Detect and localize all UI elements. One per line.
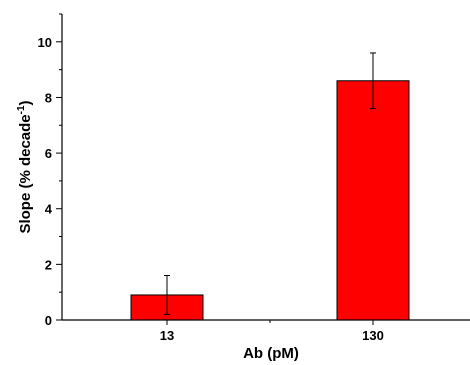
x-tick-label: 130 xyxy=(362,328,384,343)
y-tick-label: 10 xyxy=(38,35,52,50)
x-tick-labels: 13 130 xyxy=(160,328,384,343)
bars-group xyxy=(130,80,410,321)
y-tick-label: 4 xyxy=(45,202,53,217)
axes-group xyxy=(56,13,470,325)
error-bars-group xyxy=(164,52,376,315)
bar xyxy=(336,80,410,321)
y-tick-labels: 0 2 4 6 8 10 xyxy=(38,35,53,328)
x-axis-title: Ab (pM) xyxy=(243,345,299,362)
y-axis-title-close: ) xyxy=(17,100,34,105)
y-tick-label: 0 xyxy=(45,313,52,328)
y-axis-title-superscript: -1 xyxy=(16,105,27,114)
y-tick-label: 6 xyxy=(45,146,52,161)
y-axis-title-main: Slope (% decade xyxy=(17,114,34,233)
y-tick-label: 2 xyxy=(45,257,52,272)
y-tick-label: 8 xyxy=(45,90,52,105)
y-axis-title: Slope (% decade-1) xyxy=(16,100,34,233)
x-tick-label: 13 xyxy=(160,328,174,343)
